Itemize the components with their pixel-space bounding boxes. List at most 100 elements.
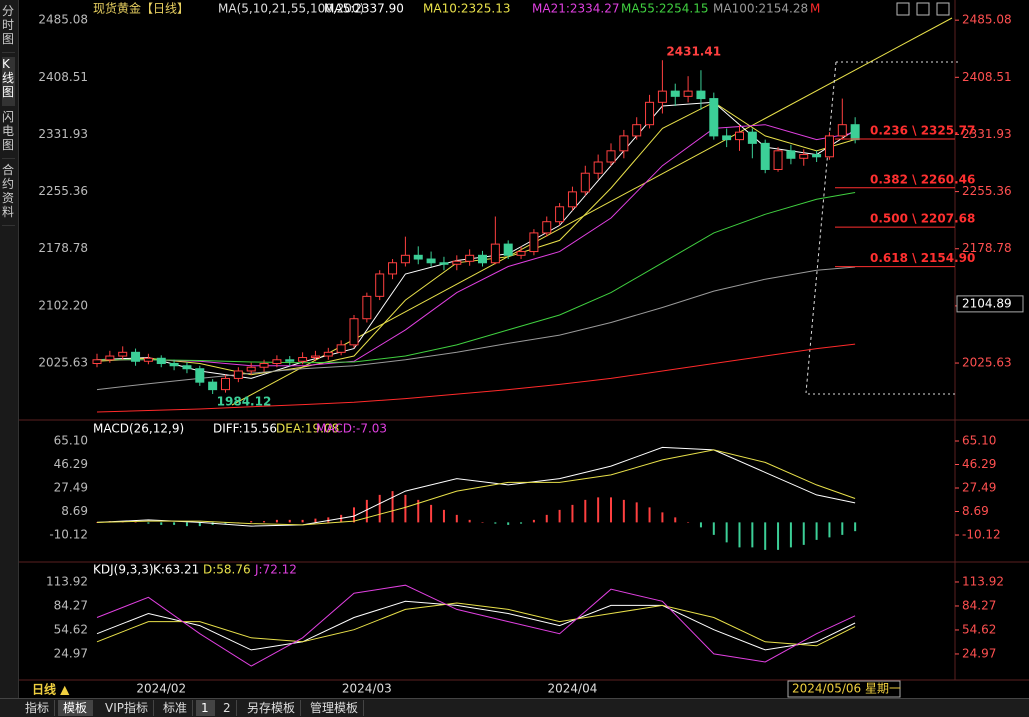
y-tick-label: 24.97 [962,646,996,660]
candle-body [310,355,320,359]
timeframe[interactable]: 日线 ▲ [32,682,70,697]
sidebar: 分时图 K线图闪电图合约资料 [0,0,19,698]
macd-bar [430,504,433,523]
candle-body [490,243,500,264]
macd-bar [198,522,201,527]
macd-bar [661,512,664,523]
y-tick-label: 8.69 [61,504,88,518]
macd-bar [353,507,355,523]
tab[interactable]: 指标 [20,700,56,716]
candle-body [221,377,230,391]
y-tick-label: -10.12 [962,528,1001,542]
candle-body [182,365,192,370]
macd-bar [558,509,561,523]
y-tick-label: 27.49 [962,481,996,495]
indicator-line [96,600,856,651]
candle-body [529,232,539,253]
candle-body [722,135,732,141]
candle-body [169,363,179,367]
macd-bar [725,522,728,543]
indicator-line [97,192,856,364]
icon[interactable] [936,2,950,16]
crosshair-box [956,295,1024,313]
tab[interactable]: 另存模板 [242,700,302,716]
macd-bar [764,522,767,550]
legend-entry: DEA:19.08 [276,422,339,436]
y-tick-label: 54.62 [962,622,996,636]
candle-body [503,243,513,256]
candle-body [606,150,616,163]
candle-body [478,254,487,264]
macd-bar [815,522,818,540]
crosshair-date: 2024/05/06 星期一 [792,682,901,696]
y-tick-label: 46.29 [962,457,996,471]
candle-body [709,98,719,137]
tab[interactable]: 管理模板 [305,700,365,716]
icon[interactable] [896,2,910,16]
macd-bar [160,522,163,525]
indicator-line [96,446,856,527]
icon[interactable] [916,2,930,16]
tab[interactable]: 标准 [158,700,194,716]
side-tab[interactable]: 闪电图 [2,110,15,159]
macd-bar [648,507,651,523]
crosshair-price: 2104.89 [962,296,1012,310]
candle-body [208,381,218,391]
macd-bar [442,509,445,523]
fib-label-bg [866,251,954,265]
macd-bar [468,519,471,523]
macd-bar [96,522,98,523]
side-tab[interactable]: 合约资料 [2,163,15,226]
macd-bar [828,522,831,538]
candle-body [131,351,141,362]
candle-body [747,131,757,144]
macd-bar [507,522,510,525]
tab[interactable]: VIP指标 [100,700,154,716]
candle-body [92,359,102,365]
tab[interactable]: 2 [218,700,237,716]
macd-bar [250,521,253,523]
macd-bar [327,517,330,523]
candle-body [657,90,667,103]
indicator-line [96,584,856,667]
side-tab[interactable]: 分时图 [2,4,15,53]
candle-body [362,295,372,320]
legend-entry: D:58.76 [203,563,251,577]
candle-body [298,357,308,362]
box-line [805,61,837,394]
tab[interactable]: 1 [196,700,215,716]
y-tick-label: 2025.63 [38,356,88,370]
y-tick-label: 2255.36 [962,184,1012,198]
legend-entry: MA21:2334.27 [532,2,620,16]
candle-body [799,154,809,159]
macd-bar [738,522,741,548]
macd-bar [545,514,548,523]
annotation: 1984.12 [217,395,272,409]
macd-bar [275,519,278,523]
side-tab[interactable]: K线图 [2,57,15,106]
macd-bar [185,522,188,527]
tab[interactable]: 模板 [58,700,94,716]
legend-entry: K:63.21 [153,563,199,577]
y-tick-label: 2178.78 [38,241,88,255]
y-tick-label: 27.49 [54,481,88,495]
candle-body [143,357,153,362]
candle-body [516,251,526,256]
macd-bar [288,519,291,523]
y-tick-label: 2408.51 [962,70,1012,84]
fib-label: 0.618 \ 2154.90 [870,251,975,265]
candle-body [632,124,642,137]
macd-bar [571,504,574,523]
macd-bar [687,522,690,523]
candle-body [452,260,462,265]
y-tick-label: 113.92 [46,574,88,588]
legend-entry: MACD:-7.03 [316,422,387,436]
y-tick-label: 2255.36 [38,184,88,198]
candle-body [259,363,269,368]
candle-body [696,90,706,100]
y-tick-label: 2408.51 [38,70,88,84]
toolbar-icons [896,2,950,16]
candle-body [400,254,410,264]
y-tick-label: 2485.08 [38,13,88,27]
legend-entry: MA55:2254.15 [621,2,709,16]
